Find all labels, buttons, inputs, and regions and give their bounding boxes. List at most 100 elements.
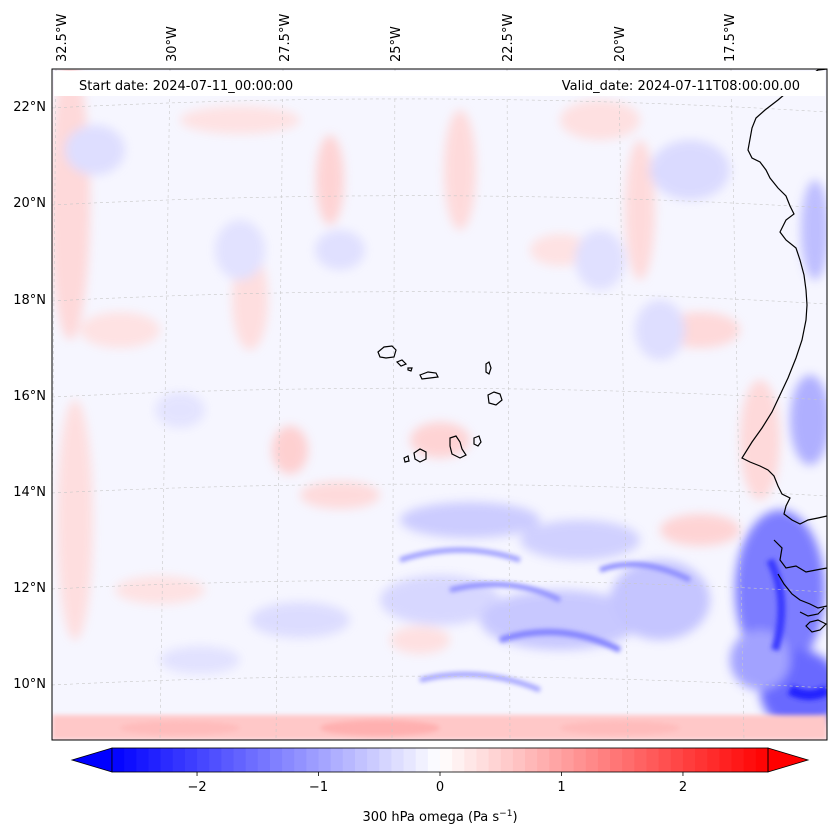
lat-label: 16°N	[13, 389, 46, 404]
colorbar-step	[306, 748, 320, 772]
lon-label: 20°W	[613, 26, 628, 62]
island-santiago	[449, 435, 467, 459]
colorbar-step	[172, 748, 186, 772]
colorbar-step	[221, 748, 235, 772]
colorbar-step	[367, 748, 380, 772]
lat-label: 20°N	[13, 196, 46, 211]
colorbar-step	[512, 748, 526, 772]
colorbar-step	[124, 748, 137, 772]
colorbar-step	[245, 748, 259, 772]
start-date-label: Start date: 2024-07-11_00:00:00	[79, 79, 293, 94]
island-maio	[473, 435, 482, 447]
parallel-22	[52, 98, 827, 113]
meridian-30	[159, 69, 171, 740]
island-brava	[403, 455, 410, 463]
island-sao-nicolau	[419, 371, 439, 380]
island-santo-antao	[377, 345, 397, 359]
colorbar-step	[719, 748, 733, 772]
colorbar-step	[488, 748, 502, 772]
colorbar-step	[379, 748, 393, 772]
colorbar-step	[354, 748, 368, 772]
colorbar-step	[525, 748, 538, 772]
colorbar-step	[440, 748, 453, 772]
colorbar-step	[269, 748, 283, 772]
lat-label: 18°N	[13, 293, 46, 308]
longitude-labels: 32.5°W 30°W 27.5°W 25°W 22.5°W 20°W 17.5…	[55, 14, 738, 62]
parallel-16	[52, 387, 827, 401]
lon-label: 30°W	[165, 26, 180, 62]
colorbar-tick-label: 0	[436, 780, 444, 795]
colorbar-step	[464, 748, 478, 772]
colorbar-step	[342, 748, 356, 772]
colorbar-step	[233, 748, 247, 772]
lat-label: 12°N	[13, 581, 46, 596]
lon-label: 25°W	[389, 26, 404, 62]
colorbar-step	[755, 748, 769, 772]
island-santa-luzia	[407, 367, 413, 372]
colorbar-step	[622, 748, 635, 772]
colorbar-label-main: 300 hPa omega (Pa s	[362, 810, 499, 825]
island-sao-vicente	[395, 359, 408, 367]
colorbar-step	[646, 748, 660, 772]
meridian-20	[618, 69, 629, 740]
colorbar-step	[318, 748, 332, 772]
colorbar-extend-high	[767, 747, 810, 773]
lon-label: 32.5°W	[55, 14, 70, 62]
colorbar-tick-label: −2	[187, 780, 206, 795]
meridian-22-5	[506, 69, 511, 740]
parallel-18	[52, 291, 827, 305]
graticule	[52, 69, 827, 740]
island-boa-vista	[487, 391, 503, 406]
lat-label: 10°N	[13, 677, 46, 692]
colorbar-steps	[112, 748, 769, 772]
colorbar-label-close: )	[512, 810, 517, 825]
colorbar-step	[670, 748, 684, 772]
latitude-labels: 22°N 20°N 18°N 16°N 14°N 12°N 10°N	[13, 100, 46, 692]
colorbar-step	[549, 748, 563, 772]
colorbar-label-exponent: −1	[499, 809, 512, 819]
colorbar-step	[294, 748, 307, 772]
colorbar-step	[184, 748, 198, 772]
colorbar-step	[537, 748, 550, 772]
colorbar-step	[197, 748, 210, 772]
parallel-20	[52, 195, 827, 209]
colorbar-step	[330, 748, 344, 772]
colorbar-step	[573, 748, 587, 772]
colorbar-ticks: −2 −1 0 1 2	[187, 772, 687, 795]
colorbar-step	[476, 748, 490, 772]
colorbar-step	[282, 748, 295, 772]
colorbar-step	[415, 748, 429, 772]
map-frame	[51, 68, 828, 741]
colorbar-tick-label: 1	[557, 780, 565, 795]
colorbar-step	[682, 748, 696, 772]
parallel-12	[52, 579, 827, 593]
colorbar-step	[452, 748, 465, 772]
meridian-25	[391, 69, 396, 740]
lon-label: 22.5°W	[501, 14, 516, 62]
meridian-17-5	[730, 69, 745, 740]
colorbar-step	[585, 748, 599, 772]
colorbar-step	[160, 748, 174, 772]
lon-label: 27.5°W	[278, 14, 293, 62]
island-sal	[485, 361, 492, 375]
colorbar-step	[731, 748, 745, 772]
omega-field	[52, 69, 827, 740]
colorbar-step	[112, 748, 125, 772]
parallel-10	[52, 675, 827, 689]
colorbar-step	[707, 748, 721, 772]
coastlines	[377, 69, 827, 633]
colorbar-step	[209, 748, 222, 772]
colorbar-step	[695, 748, 708, 772]
colorbar-label: 300 hPa omega (Pa s−1)	[362, 809, 517, 825]
colorbar-tick-label: 2	[679, 780, 687, 795]
island-fogo	[413, 448, 427, 463]
lat-label: 22°N	[13, 100, 46, 115]
colorbar-step	[634, 748, 648, 772]
colorbar-step	[136, 748, 150, 772]
colorbar-step	[427, 748, 441, 772]
colorbar-step	[403, 748, 417, 772]
colorbar-extend-low	[70, 747, 113, 773]
africa-coastline	[741, 69, 827, 633]
map-panel: Start date: 2024-07-11_00:00:00 Valid_da…	[51, 68, 828, 741]
